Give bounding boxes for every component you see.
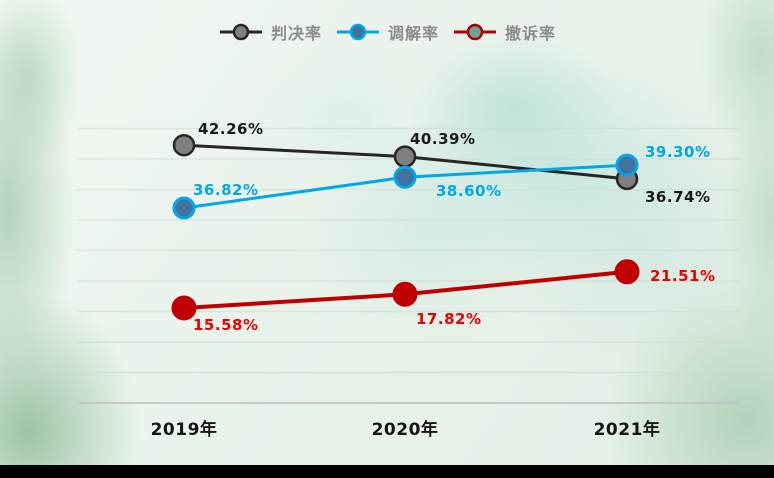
legend-item-mediation-rate: 调解率 (335, 20, 439, 44)
judgment-rate-marker-icon (219, 23, 262, 41)
chart-legend: 判决率 调解率 撤诉率 (218, 20, 556, 44)
value-label-s1-p0: 36.82% (193, 181, 259, 199)
value-label-s2-p0: 15.58% (193, 315, 259, 334)
value-label-s0-p0: 42.26% (198, 120, 264, 139)
data-point-s2-p1 (392, 281, 418, 307)
mediation-rate-marker-icon (336, 23, 379, 41)
value-label-s0-p2: 36.74% (645, 187, 711, 206)
data-point-s1-p1 (393, 165, 417, 189)
value-label-s1-p1: 38.60% (436, 182, 502, 201)
x-axis-label-2020: 2020年 (371, 420, 439, 440)
data-point-s0-p1 (393, 145, 417, 168)
x-axis-label-2021: 2021年 (593, 420, 661, 440)
bottom-black-bar (0, 465, 774, 478)
x-axis-label-2019: 2019年 (150, 420, 218, 440)
legend-item-judgment-rate: 判决率 (218, 20, 322, 44)
value-label-s2-p1: 17.82% (416, 310, 482, 329)
withdrawal-rate-marker-icon (454, 23, 497, 41)
data-point-s2-p2 (614, 259, 640, 285)
value-label-s0-p1: 40.39% (410, 129, 476, 148)
data-point-s1-p0 (172, 196, 196, 220)
legend-label-withdrawal-rate: 撤诉率 (505, 24, 557, 43)
value-label-s1-p2: 39.30% (645, 143, 711, 162)
data-point-s0-p0 (172, 133, 196, 157)
value-label-s2-p2: 21.51% (650, 266, 716, 285)
legend-label-judgment-rate: 判决率 (270, 24, 322, 43)
legend-item-withdrawal-rate: 撤诉率 (452, 20, 556, 44)
data-point-s2-p0 (171, 295, 197, 321)
legend-label-mediation-rate: 调解率 (387, 24, 440, 43)
data-point-s1-p2 (615, 153, 639, 177)
